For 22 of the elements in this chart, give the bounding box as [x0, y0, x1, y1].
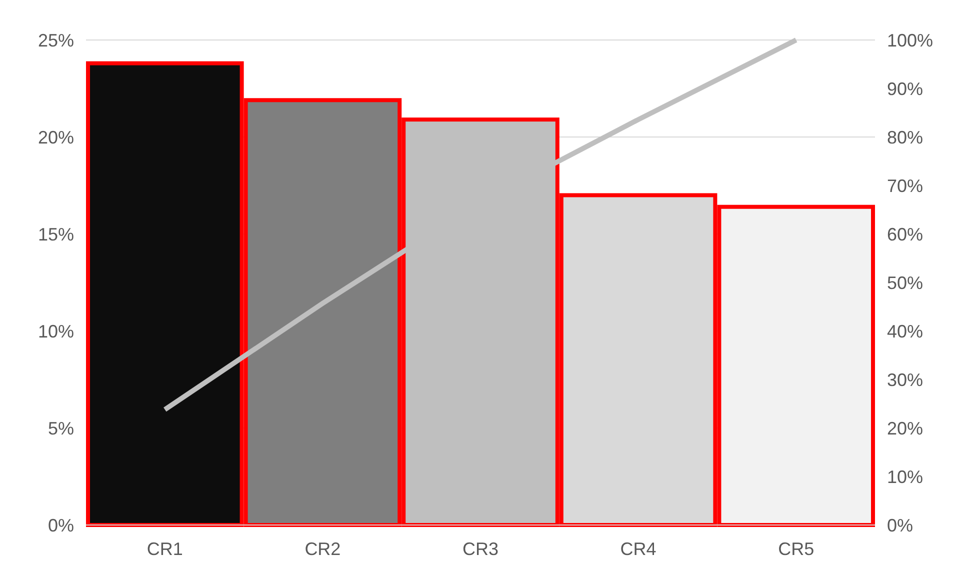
y2-tick-label: 90% [887, 78, 924, 99]
y2-tick-label: 30% [887, 370, 924, 390]
x-tick-label: CR2 [304, 539, 341, 559]
y2-tick-label: 0% [887, 515, 914, 536]
y-tick-label: 0% [48, 515, 74, 536]
y-tick-label: 5% [48, 418, 74, 438]
x-tick-label: CR5 [778, 539, 814, 559]
x-tick-label: CR4 [620, 539, 656, 559]
y2-tick-label: 80% [887, 127, 924, 148]
y-tick-label: 20% [38, 127, 74, 148]
x-tick-label: CR1 [146, 539, 183, 559]
y2-tick-label: 50% [887, 272, 924, 293]
y-tick-label: 15% [38, 224, 74, 244]
y-tick-label: 25% [38, 30, 74, 50]
y2-tick-label: 70% [887, 176, 924, 196]
y2-tick-label: 20% [887, 418, 924, 438]
y2-tick-label: 60% [887, 224, 924, 244]
y2-tick-label: 40% [887, 321, 924, 342]
y2-tick-label: 100% [887, 30, 934, 50]
x-tick-label: CR3 [462, 539, 499, 559]
y-tick-label: 10% [38, 321, 74, 342]
y2-tick-label: 10% [887, 466, 924, 487]
